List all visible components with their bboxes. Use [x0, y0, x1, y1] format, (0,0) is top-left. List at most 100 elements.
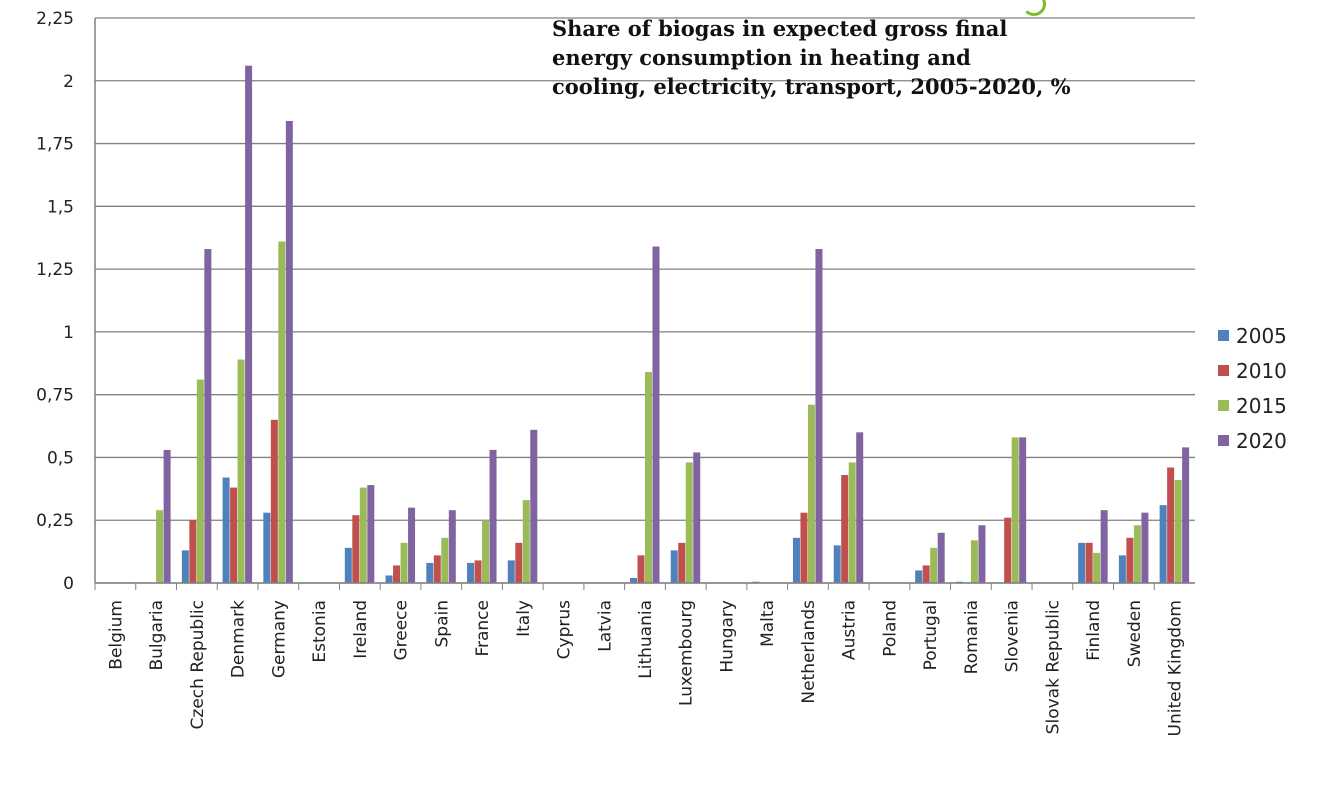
x-tick-label: Cyprus — [555, 600, 575, 659]
bar-2020 — [815, 249, 823, 583]
y-tick-label: 0,25 — [36, 511, 74, 531]
x-tick-label: Hungary — [717, 600, 737, 673]
bar-2020 — [978, 525, 986, 583]
x-tick-label: Estonia — [310, 600, 330, 663]
x-tick-label: Netherlands — [799, 600, 819, 704]
bar-2005 — [426, 562, 434, 583]
x-tick-label: Bulgaria — [147, 600, 167, 671]
bar-2020 — [204, 249, 212, 583]
x-tick-label: Romania — [962, 600, 982, 674]
bar-2010 — [352, 515, 360, 583]
bar-2010 — [393, 565, 401, 583]
y-axis-ticks: 0 0,25 0,5 0,75 1 1,25 1,5 1,75 2 2,25 — [36, 9, 74, 594]
x-tick-label: Latvia — [595, 600, 615, 652]
bar-2005 — [507, 560, 515, 583]
y-tick-label: 0,5 — [47, 448, 74, 468]
bar-2015 — [196, 379, 204, 583]
bar-2020 — [1182, 447, 1190, 583]
bar-2010 — [800, 512, 808, 583]
legend-item: 2005 — [1218, 318, 1287, 353]
bar-2005 — [467, 562, 475, 583]
bar-2010 — [433, 555, 441, 583]
bar-2015 — [237, 359, 245, 583]
bar-2015 — [1093, 552, 1101, 583]
y-tick-label: 1,5 — [47, 197, 74, 217]
bar-2010 — [1126, 537, 1134, 583]
x-tick-label: Greece — [392, 600, 412, 661]
y-tick-label: 0,75 — [36, 386, 74, 406]
x-tick-label: Germany — [269, 600, 289, 678]
bars — [94, 65, 1190, 590]
bar-2005 — [915, 570, 923, 583]
bar-2015 — [970, 540, 978, 583]
bar-2020 — [1141, 512, 1149, 583]
bar-2020 — [245, 65, 253, 583]
bar-2005 — [1078, 542, 1086, 583]
x-tick-label: France — [473, 600, 493, 657]
x-tick-label: Czech Republic — [188, 600, 208, 729]
y-tick-label: 1 — [63, 323, 74, 343]
bar-2020 — [489, 449, 497, 583]
legend-swatch — [1218, 435, 1229, 446]
bar-2015 — [359, 487, 367, 583]
x-tick-label: Austria — [840, 600, 860, 660]
bar-2005 — [792, 537, 800, 583]
bar-2010 — [230, 487, 238, 583]
x-tick-label: Luxembourg — [677, 600, 697, 706]
bar-2010 — [678, 542, 686, 583]
bar-2005 — [630, 577, 637, 583]
bar-2015 — [807, 404, 815, 583]
bar-2005 — [1159, 505, 1167, 583]
bar-2020 — [1100, 510, 1108, 583]
x-tick-label: Denmark — [229, 600, 249, 678]
bar-2020 — [530, 429, 538, 583]
bar-2020 — [1019, 437, 1027, 583]
y-tick-label: 1,75 — [36, 135, 74, 155]
x-tick-label: Ireland — [351, 600, 371, 659]
x-tick-label: Slovenia — [1003, 600, 1023, 672]
bar-2020 — [856, 432, 864, 583]
legend-item: 2010 — [1218, 353, 1287, 388]
y-tick-label: 1,25 — [36, 260, 74, 280]
bar-2010 — [474, 560, 482, 583]
bar-2020 — [285, 120, 293, 583]
x-tick-label: Poland — [880, 600, 900, 657]
legend-label: 2010 — [1236, 358, 1287, 383]
bar-2005 — [181, 550, 189, 583]
legend-label: 2015 — [1236, 393, 1287, 418]
bar-2005 — [344, 547, 352, 583]
x-tick-label: Lithuania — [636, 600, 656, 679]
x-tick-label: Malta — [758, 600, 778, 647]
legend-swatch — [1218, 330, 1229, 341]
bar-2015 — [645, 372, 652, 583]
x-tick-label: Spain — [432, 600, 452, 648]
legend-label: 2020 — [1236, 428, 1287, 453]
x-tick-label: Belgium — [106, 600, 126, 670]
bar-2010 — [841, 475, 849, 583]
bar-2015 — [685, 462, 693, 583]
legend-swatch — [1218, 365, 1229, 376]
bar-2020 — [448, 510, 456, 583]
x-axis-labels: Belgium Bulgaria Czech Republic Denmark Germ… — [106, 600, 1185, 737]
x-tick-label: Slovak Republic — [1043, 600, 1063, 734]
x-tick-label: Finland — [1084, 600, 1104, 661]
bar-2010 — [270, 419, 278, 583]
bar-2015 — [441, 537, 449, 583]
bar-2015 — [848, 462, 856, 583]
legend: 2005 2010 2015 2020 — [1218, 318, 1287, 458]
bar-2010 — [1085, 542, 1093, 583]
bar-2010 — [1167, 467, 1175, 583]
bar-2020 — [937, 532, 945, 583]
bar-2015 — [482, 520, 490, 583]
y-tick-label: 2,25 — [36, 9, 74, 29]
bar-2020 — [693, 452, 701, 583]
x-tick-label: Portugal — [921, 600, 941, 670]
x-tick-label: Sweden — [1125, 600, 1145, 667]
bar-2015 — [1133, 525, 1141, 583]
bar-2020 — [367, 485, 375, 583]
bar-2015 — [156, 510, 164, 583]
bar-2005 — [833, 545, 841, 583]
bar-2020 — [408, 507, 416, 583]
chart-title: Share of biogas in expected gross final … — [552, 16, 1071, 99]
